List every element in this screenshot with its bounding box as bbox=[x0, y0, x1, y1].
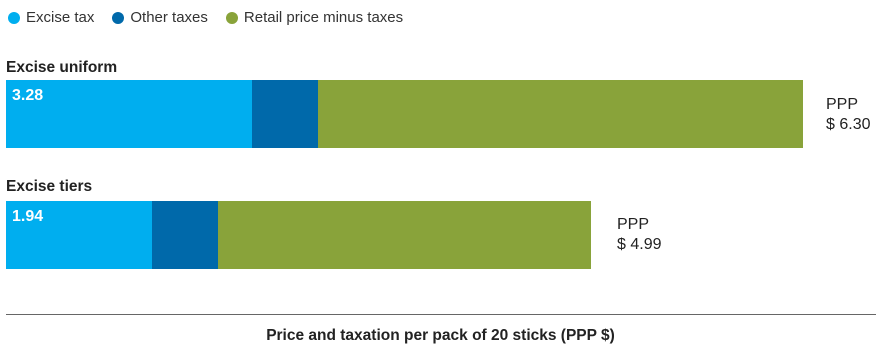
data-label-excise-tax: 3.28 bbox=[12, 87, 44, 104]
stacked-bar-excise-uniform: 3.28 bbox=[6, 80, 803, 148]
axis-title: Price and taxation per pack of 20 sticks… bbox=[266, 327, 615, 344]
legend-label-other-taxes: Other taxes bbox=[130, 9, 208, 26]
legend-label-excise-tax: Excise tax bbox=[26, 9, 95, 26]
chart-legend: Excise tax Other taxes Retail price minu… bbox=[8, 9, 421, 26]
bar-segment-other-taxes bbox=[252, 80, 318, 148]
legend-label-retail-price: Retail price minus taxes bbox=[243, 9, 404, 26]
total-value: $ 4.99 bbox=[617, 236, 662, 253]
total-prefix: PPP bbox=[826, 96, 859, 113]
data-label-excise-tax: 1.94 bbox=[12, 208, 44, 225]
legend-swatch-other-taxes bbox=[112, 11, 125, 24]
bar-segment-retail-price bbox=[318, 80, 803, 148]
stacked-bar-excise-tiers: 1.94 bbox=[6, 201, 591, 269]
legend-item-retail-price: Retail price minus taxes bbox=[225, 9, 404, 26]
bar-segment-excise-tax: 1.94 bbox=[6, 201, 152, 269]
group-title-excise-tiers: Excise tiers bbox=[6, 178, 93, 195]
legend-item-other-taxes: Other taxes bbox=[112, 9, 208, 26]
bar-segment-retail-price bbox=[218, 201, 591, 269]
legend-swatch-excise-tax bbox=[8, 11, 20, 24]
bar-segment-other-taxes bbox=[152, 201, 218, 269]
bar-segment-excise-tax: 3.28 bbox=[6, 80, 252, 148]
legend-swatch-retail-price bbox=[225, 11, 238, 24]
axis-divider bbox=[6, 314, 876, 315]
total-prefix: PPP bbox=[617, 216, 650, 233]
total-value: $ 6.30 bbox=[826, 116, 871, 133]
total-label-excise-uniform: PPP $ 6.30 bbox=[826, 95, 870, 135]
total-label-excise-tiers: PPP $ 4.99 bbox=[617, 215, 661, 255]
legend-item-excise-tax: Excise tax bbox=[8, 9, 94, 26]
group-title-excise-uniform: Excise uniform bbox=[6, 59, 118, 76]
